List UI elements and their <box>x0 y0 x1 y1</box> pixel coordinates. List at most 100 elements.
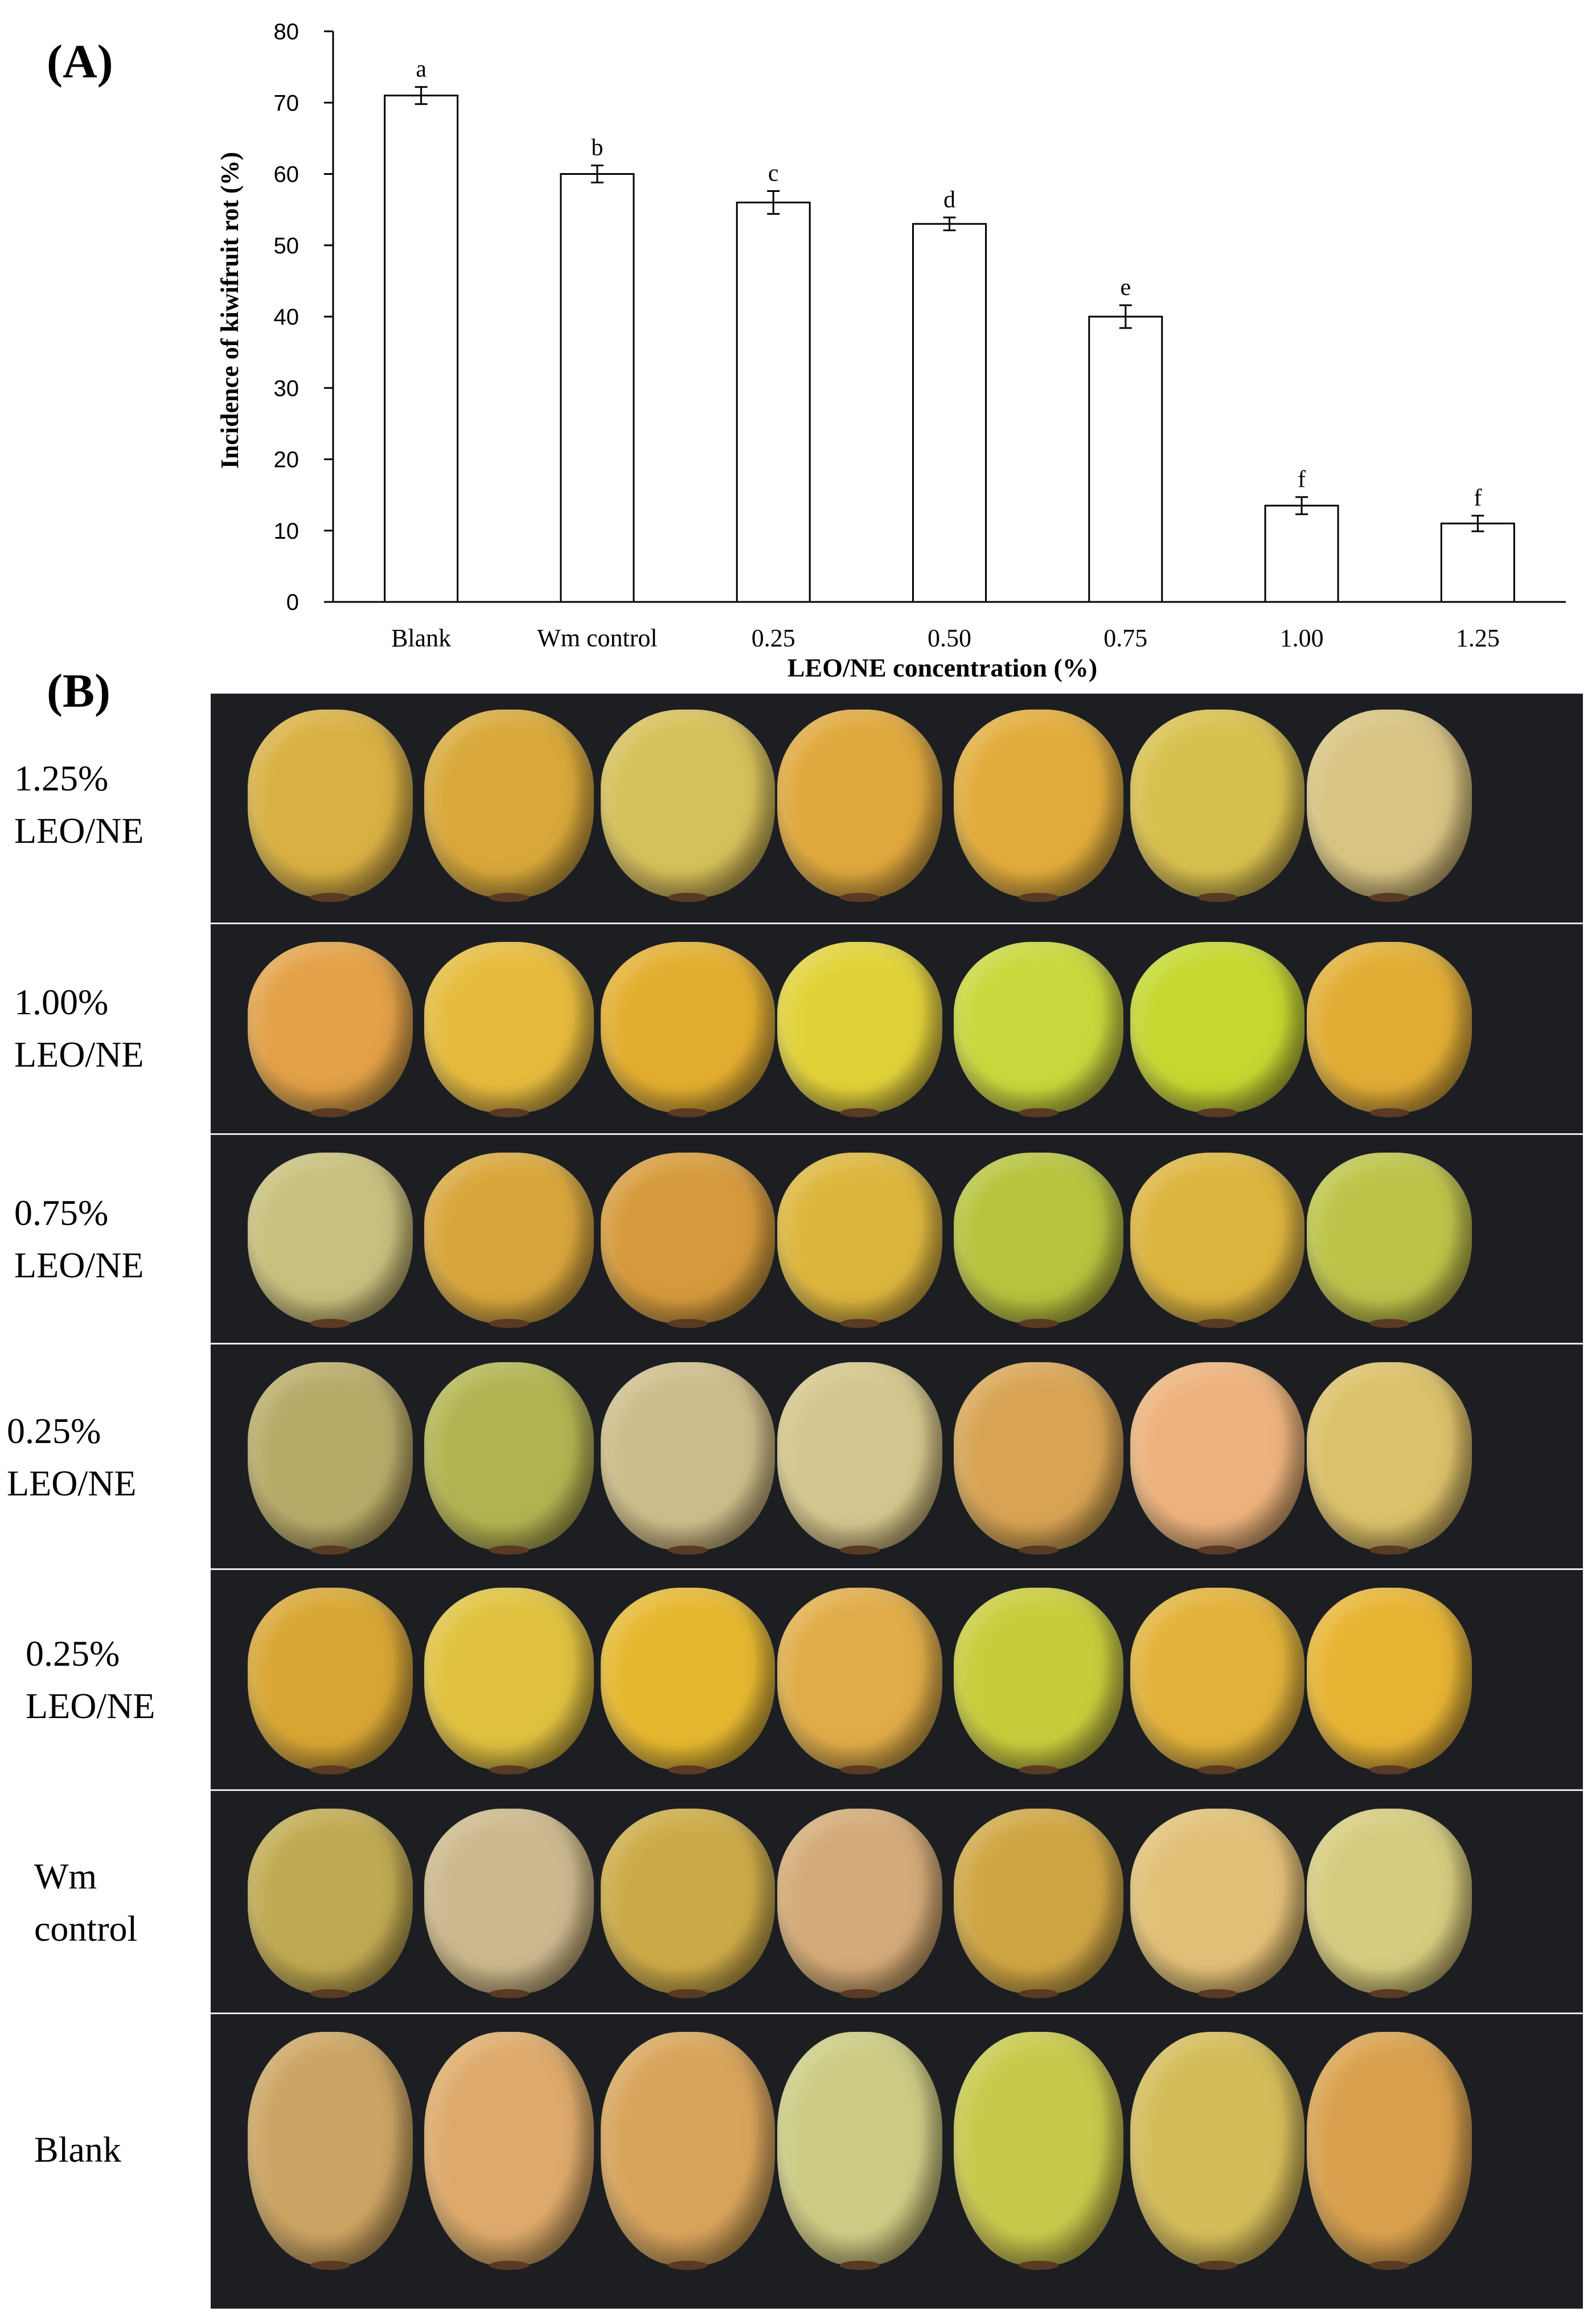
kiwifruit <box>954 1809 1123 1994</box>
stem-end <box>840 1765 880 1774</box>
kiwifruit <box>248 1362 413 1550</box>
row-label-line1: Blank <box>34 2129 121 2170</box>
y-tick-label: 20 <box>274 448 299 473</box>
stem-end <box>1019 1546 1058 1555</box>
stem-end <box>489 893 529 902</box>
kiwifruit <box>424 1809 594 1994</box>
stem-end <box>310 1546 350 1555</box>
stem-end <box>1019 1108 1058 1117</box>
kiwifruit <box>1307 1362 1472 1550</box>
stem-end <box>489 1319 529 1328</box>
stem-end <box>668 1989 708 1998</box>
kiwifruit <box>1130 710 1304 897</box>
y-tick-label: 40 <box>274 305 299 330</box>
significance-letter: c <box>768 161 779 187</box>
kiwifruit <box>248 710 413 897</box>
x-tick-label: 0.50 <box>928 624 971 652</box>
photo-row <box>211 1346 1583 1568</box>
kiwifruit <box>424 1588 594 1770</box>
kiwifruit <box>954 1153 1123 1323</box>
stem-end <box>1369 1108 1409 1117</box>
kiwifruit <box>424 710 594 897</box>
kiwifruit <box>601 1809 775 1994</box>
stem-end <box>1369 893 1409 902</box>
y-ticks: 0 10 20 30 40 50 60 70 80 <box>274 19 333 615</box>
y-tick-label: 70 <box>274 91 299 116</box>
kiwifruit <box>1307 1809 1472 1994</box>
x-tick-label: 1.25 <box>1456 624 1500 652</box>
stem-end <box>310 893 350 902</box>
row-separator <box>211 1789 1583 1791</box>
stem-end <box>1019 893 1058 902</box>
kiwifruit <box>1130 1588 1304 1770</box>
row-label: 0.25% LEO/NE <box>26 1628 155 1732</box>
stem-end <box>310 1765 350 1774</box>
kiwifruit <box>424 2032 594 2265</box>
kiwifruit <box>1307 2032 1472 2265</box>
stem-end <box>668 1108 708 1117</box>
kiwifruit <box>424 942 594 1113</box>
kiwifruit <box>1307 1588 1472 1770</box>
stem-end <box>668 2261 708 2270</box>
bar-chart: 0 10 20 30 40 50 60 70 80 a Blank b Wm control c 0.25… <box>216 19 1566 682</box>
row-label-line1: Wm <box>34 1855 97 1896</box>
x-axis-label: LEO/NE concentration (%) <box>787 653 1097 682</box>
stem-end <box>489 1546 529 1555</box>
kiwifruit <box>424 1153 594 1323</box>
y-tick-label: 30 <box>274 376 299 401</box>
kiwifruit <box>777 1362 942 1550</box>
stem-end <box>1369 1319 1409 1328</box>
kiwifruit <box>424 1362 594 1550</box>
y-axis-label: Incidence of kiwifruit rot (%) <box>216 152 244 469</box>
row-label-line1: 1.00% <box>14 982 109 1022</box>
stem-end <box>1197 893 1237 902</box>
kiwifruit <box>1307 710 1472 897</box>
row-label: Blank <box>34 2124 121 2176</box>
kiwifruit <box>954 2032 1123 2265</box>
kiwifruit <box>954 1362 1123 1550</box>
kiwifruit <box>248 1588 413 1770</box>
stem-end <box>1019 1989 1058 1998</box>
photo-row <box>211 1572 1583 1788</box>
stem-end <box>489 1989 529 1998</box>
kiwifruit <box>248 1153 413 1323</box>
stem-end <box>668 1546 708 1555</box>
kiwifruit <box>777 2032 942 2265</box>
stem-end <box>1369 1989 1409 1998</box>
kiwifruit <box>248 942 413 1113</box>
kiwifruit-photo-panel <box>211 694 1583 2309</box>
stem-end <box>1369 1546 1409 1555</box>
stem-end <box>310 2261 350 2270</box>
significance-letter: a <box>416 56 426 83</box>
row-separator <box>211 1568 1583 1570</box>
row-label: 1.25% LEO/NE <box>14 752 144 857</box>
kiwifruit <box>954 1588 1123 1770</box>
row-label-line2: control <box>34 1908 138 1949</box>
kiwifruit <box>1130 1153 1304 1323</box>
row-label-line1: 0.75% <box>14 1192 109 1233</box>
kiwifruit <box>601 1362 775 1550</box>
stem-end <box>489 1765 529 1774</box>
stem-end <box>668 1765 708 1774</box>
y-tick-label: 10 <box>274 519 299 544</box>
stem-end <box>668 1319 708 1328</box>
kiwifruit <box>1307 942 1472 1113</box>
y-tick-label: 0 <box>286 590 299 615</box>
stem-end <box>1019 2261 1058 2270</box>
row-label-line1: 0.25% <box>26 1633 120 1674</box>
stem-end <box>840 1319 880 1328</box>
photo-row <box>211 926 1583 1131</box>
photo-row <box>211 1793 1583 2012</box>
row-label-line2: LEO/NE <box>14 1034 144 1075</box>
stem-end <box>489 2261 529 2270</box>
panel-a-label: (A) <box>47 35 113 88</box>
kiwifruit <box>601 2032 775 2265</box>
kiwifruit <box>777 942 942 1113</box>
kiwifruit <box>777 1153 942 1323</box>
significance-letter: e <box>1120 274 1131 301</box>
panel-b-label: (B) <box>47 665 110 718</box>
kiwifruit <box>954 942 1123 1113</box>
row-label-line1: 0.25% <box>7 1411 101 1451</box>
bar <box>1264 505 1339 603</box>
row-label: 1.00% LEO/NE <box>14 976 144 1081</box>
